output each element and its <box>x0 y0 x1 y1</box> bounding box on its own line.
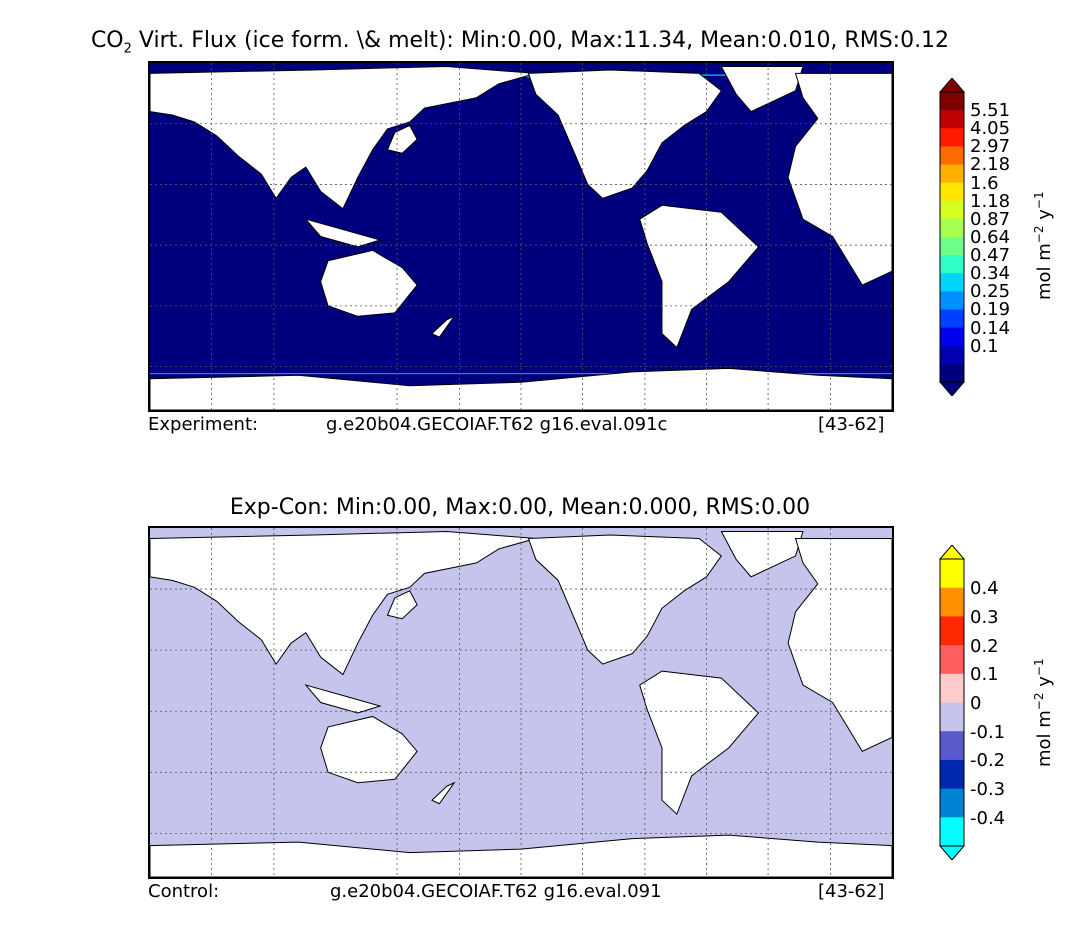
colorbar-tick-label: 0.87 <box>970 208 1011 230</box>
experiment-colorbar <box>938 78 966 396</box>
land-europe-africa <box>788 73 892 285</box>
colorbar-tick-label: 0.1 <box>970 335 999 357</box>
unit-exponent-1: −2 <box>1032 225 1046 244</box>
colorbar-segment <box>940 200 964 220</box>
colorbar-segment <box>940 110 964 129</box>
land-indonesia <box>306 219 380 247</box>
colorbar-tick-label: 4.05 <box>970 118 1011 140</box>
colorbar-segment <box>940 146 964 165</box>
colorbar-segment <box>940 327 964 347</box>
difference-map <box>148 526 894 879</box>
unit-text-3: mol m <box>1034 710 1055 767</box>
colorbar-extend-min <box>938 845 966 860</box>
colorbar-segment <box>940 291 964 310</box>
colorbar-tick-label: -0.1 <box>970 721 1006 743</box>
colorbar-segment <box>940 237 964 256</box>
map-canvas <box>150 63 892 410</box>
colorbar-segment <box>940 731 964 761</box>
colorbar-segment <box>940 817 964 847</box>
colorbar-tick-label: 5.51 <box>970 100 1011 122</box>
colorbar-segment <box>940 673 964 703</box>
land-indonesia <box>306 685 380 713</box>
difference-colorbar <box>938 545 966 860</box>
colorbar-tick-label: -0.2 <box>970 750 1006 772</box>
land-eurasia <box>150 66 536 208</box>
unit-exponent-3: −2 <box>1032 692 1046 711</box>
unit-text-1: mol m <box>1034 243 1055 300</box>
panel-1-title-text: Virt. Flux (ice form. \& melt): Min:0.00… <box>138 28 950 53</box>
land-japan <box>387 591 417 619</box>
colorbar-segment <box>940 273 964 292</box>
unit-exponent-2: −1 <box>1032 191 1046 210</box>
land-europe-africa <box>788 538 892 751</box>
colorbar-segment <box>940 788 964 818</box>
colorbar-segment <box>940 182 964 202</box>
colorbar-extend-max <box>938 545 966 560</box>
panel-1-footer-experiment-name: g.e20b04.GECOIAF.T62 g16.eval.091c <box>326 414 668 435</box>
land-eurasia <box>150 531 536 674</box>
colorbar-tick-label: 0.19 <box>970 299 1011 321</box>
map-canvas <box>150 528 892 877</box>
colorbar-segment <box>940 702 964 732</box>
land-antarctica <box>150 835 892 877</box>
difference-colorbar-unit: mol m−2 y−1 <box>1032 658 1055 767</box>
colorbar-segment <box>940 645 964 675</box>
land-southamerica <box>640 205 759 347</box>
land-southamerica <box>640 671 759 814</box>
colorbar-segment <box>940 218 964 238</box>
colorbar-segment <box>940 128 964 147</box>
land-greenland <box>721 531 803 576</box>
colorbar-tick-label: -0.4 <box>970 807 1006 829</box>
land-japan <box>387 125 417 153</box>
colorbar-segment <box>940 363 964 383</box>
colorbar-tick-label: 0.34 <box>970 263 1011 285</box>
colorbar-tick-label: 0.2 <box>970 635 999 657</box>
panel-1-footer-years: [43-62] <box>818 414 885 435</box>
colorbar-extend-min <box>938 381 966 396</box>
land-newzealand <box>432 783 454 804</box>
colorbar-segment <box>940 345 964 365</box>
colorbar-tick-label: 0.64 <box>970 226 1011 248</box>
panel-1-title: CO2 Virt. Flux (ice form. \& melt): Min:… <box>0 28 1040 56</box>
panel-2-footer-years: [43-62] <box>818 881 885 902</box>
colorbar-segment <box>940 164 964 184</box>
panel-2-title: Exp-Con: Min:0.00, Max:0.00, Mean:0.000,… <box>229 495 811 520</box>
panel-1-title-subscript: 2 <box>123 41 132 57</box>
colorbar-tick-label: 1.18 <box>970 190 1011 212</box>
colorbar-tick-label: 0.14 <box>970 317 1011 339</box>
unit-exponent-4: −1 <box>1032 658 1046 677</box>
colorbar-segment <box>940 309 964 329</box>
panel-1-title-prefix: CO <box>90 28 124 53</box>
colorbar-segment <box>940 616 964 646</box>
colorbar-tick-label: 0.25 <box>970 281 1011 303</box>
colorbar-tick-label: 2.97 <box>970 136 1011 158</box>
unit-text-2: y <box>1034 209 1055 226</box>
colorbar-tick-label: 0.4 <box>970 578 999 600</box>
land-newzealand <box>432 316 454 337</box>
colorbar-segment <box>940 587 964 617</box>
panel-2-footer-left: Control: <box>148 881 220 902</box>
panel-1-footer-left: Experiment: <box>148 414 259 435</box>
land-greenland <box>721 66 803 111</box>
colorbar-tick-label: 1.6 <box>970 172 999 194</box>
land-australia <box>321 250 417 316</box>
colorbar-tick-label: 2.18 <box>970 154 1011 176</box>
colorbar-tick-label: -0.3 <box>970 779 1006 801</box>
experiment-map <box>148 61 894 412</box>
experiment-colorbar-unit: mol m−2 y−1 <box>1032 191 1055 300</box>
colorbar-segment <box>940 255 964 274</box>
colorbar-segment <box>940 759 964 790</box>
panel-2-footer-control-name: g.e20b04.GECOIAF.T62 g16.eval.091 <box>330 881 662 902</box>
colorbar-extend-max <box>938 78 966 93</box>
land-australia <box>321 716 417 782</box>
colorbar-tick-label: 0.47 <box>970 245 1011 267</box>
colorbar-segment <box>940 92 964 111</box>
unit-text-4: y <box>1034 676 1055 693</box>
colorbar-tick-label: 0.1 <box>970 664 999 686</box>
colorbar-tick-label: 0.3 <box>970 606 999 628</box>
colorbar-tick-label: 0 <box>970 692 982 714</box>
colorbar-segment <box>940 559 964 589</box>
